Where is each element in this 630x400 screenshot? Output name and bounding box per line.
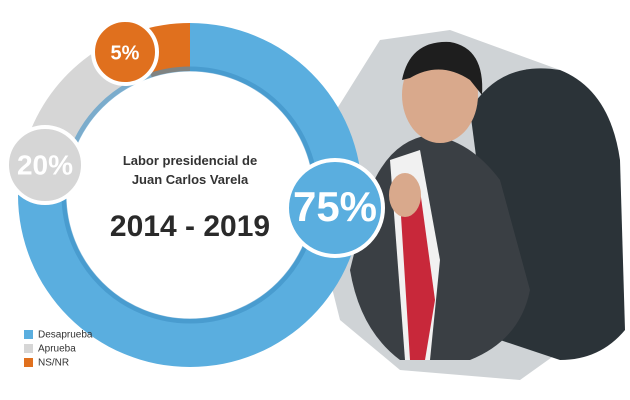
label-badge — [285, 158, 385, 258]
chart-subtitle: 2014 - 2019 — [110, 210, 270, 243]
legend-label: Aprueba — [38, 344, 76, 355]
hair — [402, 41, 483, 95]
label-badge — [5, 125, 85, 205]
legend: Desaprueba Aprueba NS/NR — [24, 330, 93, 369]
legend-swatch — [24, 358, 33, 367]
photo — [320, 30, 625, 380]
legend-swatch — [24, 344, 33, 353]
chart-title-line: Labor presidencial de Juan Carlos Varela — [123, 153, 257, 187]
hand — [389, 173, 421, 217]
legend-label: NS/NR — [38, 358, 69, 369]
value-labels: 75% 20% 5% — [5, 18, 385, 258]
value-label: 20% — [17, 149, 73, 180]
value-label: 5% — [111, 42, 140, 64]
label-badge — [91, 18, 159, 86]
inner-ring — [61, 66, 319, 324]
value-label: 75% — [293, 183, 377, 230]
sash-red — [400, 190, 435, 360]
legend-label: Desaprueba — [38, 330, 93, 341]
legend-swatch — [24, 330, 33, 339]
